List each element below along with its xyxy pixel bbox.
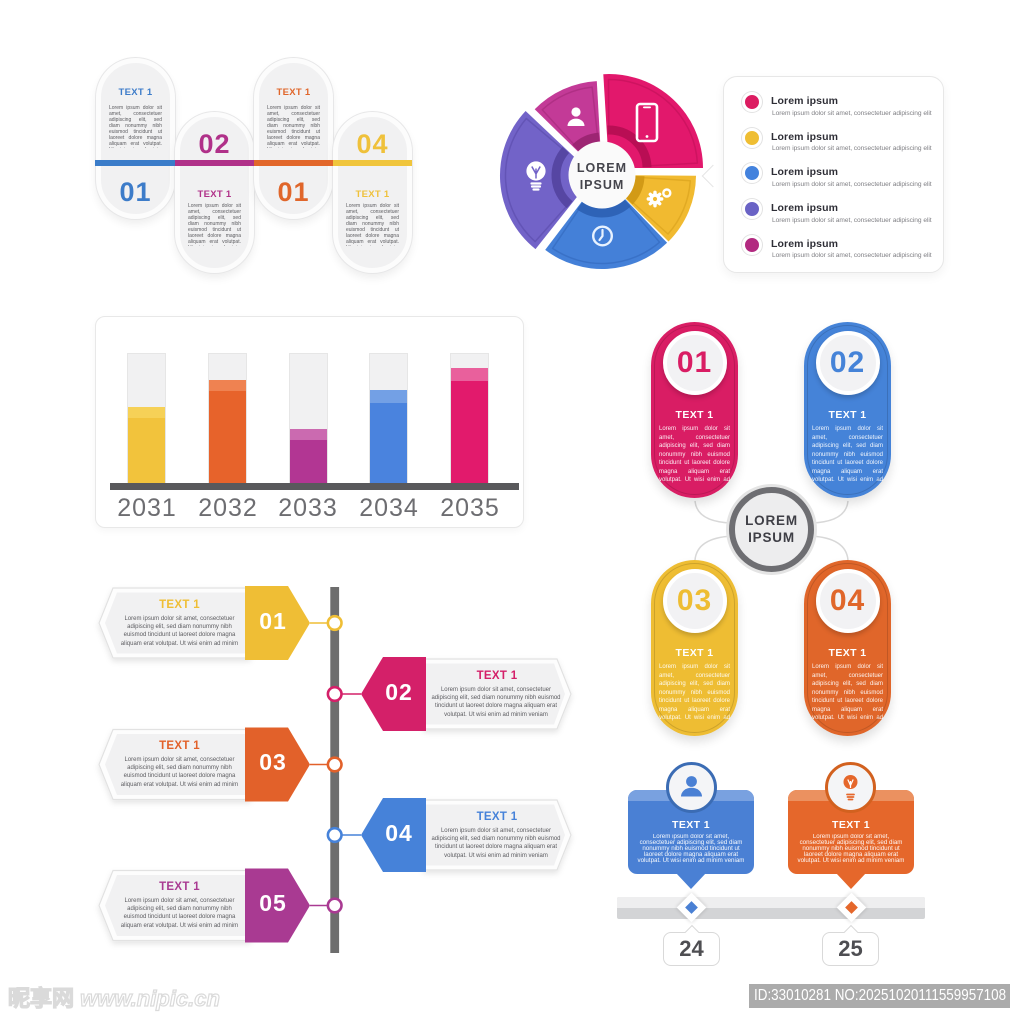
- svg-text:IPSUM: IPSUM: [580, 178, 625, 192]
- svg-text:LOREM: LOREM: [577, 161, 627, 175]
